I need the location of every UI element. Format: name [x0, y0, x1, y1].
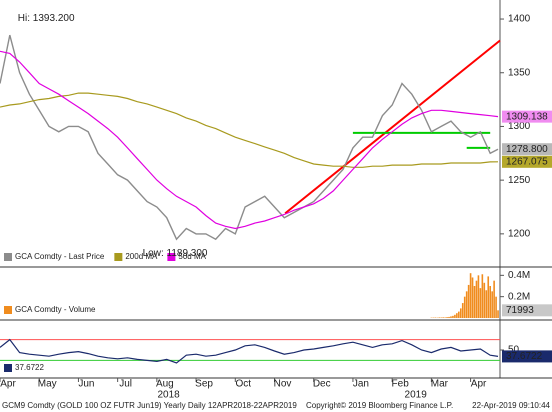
- y-tick-label: 1300: [508, 121, 531, 132]
- bar: [442, 317, 444, 318]
- value-tag-label: 71993: [506, 305, 534, 316]
- value-tag-label: 37.6722: [506, 351, 543, 362]
- value-tag: [502, 110, 552, 123]
- bar: [459, 308, 462, 318]
- value-tag-label: 1278.800: [506, 144, 548, 155]
- x-tick-label: Mar: [431, 379, 449, 390]
- annotation: Hi: 1393.200: [18, 13, 75, 24]
- bar: [491, 291, 493, 318]
- annotation: Low: 1189.300: [143, 248, 208, 259]
- bar: [467, 284, 470, 318]
- x-tick-label: Nov: [274, 379, 292, 390]
- legend-swatch: [4, 253, 12, 261]
- x-tick-label: Feb: [392, 379, 410, 390]
- bar: [489, 286, 491, 318]
- value-tag: [502, 350, 552, 363]
- value-tag-label: 1309.138: [506, 111, 548, 122]
- series-line: [0, 34, 499, 241]
- series-line: [0, 338, 499, 364]
- bar: [458, 311, 460, 318]
- legend-label: 37.6722: [15, 363, 44, 372]
- x-tick-label: Jun: [78, 379, 94, 390]
- bar: [469, 273, 472, 318]
- year-label: 2018: [158, 390, 181, 401]
- bar: [497, 310, 499, 318]
- bar: [493, 280, 495, 318]
- bar: [446, 317, 448, 318]
- footer: Copyright© 2019 Bloomberg Finance L.P.: [306, 401, 453, 410]
- legend-swatch: [4, 306, 12, 314]
- x-tick-label: Dec: [313, 379, 331, 390]
- series-line: [0, 92, 499, 168]
- bar: [495, 296, 497, 318]
- footer: 22-Apr-2019 09:10:44: [472, 401, 550, 410]
- y-tick-label: 0.2M: [508, 291, 530, 302]
- bar: [487, 276, 490, 318]
- bar: [454, 314, 456, 318]
- legend-label: 200d MA: [125, 252, 158, 261]
- x-tick-label: Oct: [236, 379, 252, 390]
- bar: [438, 317, 441, 318]
- x-tick-label: Jul: [119, 379, 132, 390]
- bar: [456, 313, 458, 318]
- bar: [471, 277, 474, 318]
- value-tag: [502, 155, 552, 168]
- bar: [481, 274, 484, 318]
- x-tick-label: May: [38, 379, 57, 390]
- bar: [473, 286, 476, 318]
- value-tag-label: 1267.075: [506, 156, 548, 167]
- trend-line: [284, 39, 501, 215]
- bar: [452, 315, 454, 318]
- bar: [477, 275, 480, 318]
- legend-label: GCA Comdty - Last Price: [15, 252, 105, 261]
- x-tick-label: Aug: [156, 379, 174, 390]
- y-tick-label: 1250: [508, 175, 531, 186]
- bar: [485, 290, 488, 318]
- bar: [463, 296, 466, 318]
- series-line: [0, 50, 499, 230]
- value-tag: [502, 304, 552, 317]
- footer: GCM9 Comdty (GOLD 100 OZ FUTR Jun19) Yea…: [2, 401, 297, 410]
- y-tick-label: 1400: [508, 14, 531, 25]
- legend-label: GCA Comdty - Volume: [15, 305, 96, 314]
- bar: [465, 291, 468, 318]
- y-tick-label: 1350: [508, 67, 531, 78]
- y-tick-label: 1200: [508, 228, 531, 239]
- x-tick-label: Apr: [471, 379, 487, 390]
- bar: [444, 317, 446, 318]
- legend-label: 50d MA: [178, 252, 206, 261]
- y-tick-label: 0.4M: [508, 270, 530, 281]
- x-tick-label: Sep: [195, 379, 213, 390]
- legend-swatch: [167, 253, 176, 261]
- y-tick-label: 50: [508, 345, 520, 356]
- legend-swatch: [114, 253, 123, 261]
- bar: [450, 316, 452, 318]
- bar: [461, 303, 464, 318]
- value-tag: [502, 143, 552, 156]
- year-label: 2019: [405, 390, 428, 401]
- bar: [479, 288, 482, 318]
- bar: [475, 280, 478, 318]
- x-tick-label: Apr: [0, 379, 16, 390]
- bar: [483, 282, 486, 318]
- bar: [448, 316, 450, 318]
- legend-swatch: [4, 364, 12, 372]
- x-tick-label: Jan: [353, 379, 369, 390]
